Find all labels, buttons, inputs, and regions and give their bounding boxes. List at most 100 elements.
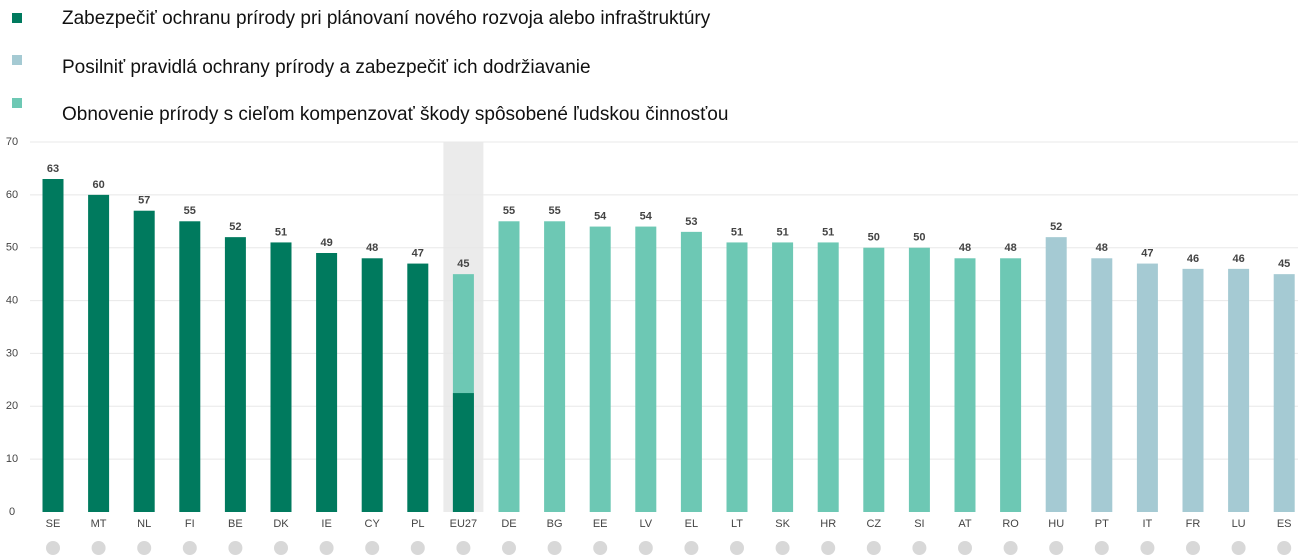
x-tick-label: SE	[46, 518, 61, 530]
legend-entry: Obnovenie prírody s cieľom kompenzovať š…	[62, 104, 729, 125]
flag-icon	[91, 541, 106, 555]
flag-icon	[1186, 541, 1200, 555]
x-tick-label: CY	[365, 518, 381, 530]
data-label: 48	[959, 242, 971, 254]
bar	[635, 226, 657, 513]
bar	[407, 263, 429, 512]
bar	[1228, 268, 1250, 512]
y-tick-label: 50	[6, 242, 18, 254]
bar	[42, 179, 64, 512]
bar	[863, 247, 885, 512]
x-tick-label: LU	[1232, 518, 1246, 530]
data-label: 53	[685, 216, 697, 228]
x-tick-label: AT	[958, 518, 972, 530]
data-label: 52	[229, 221, 241, 233]
data-label: 55	[503, 205, 515, 217]
flag-icon	[821, 541, 836, 555]
data-label: 47	[1141, 247, 1153, 259]
bar	[544, 221, 566, 513]
y-tick-label: 20	[6, 400, 18, 412]
bar	[133, 210, 155, 512]
flag-icon	[1277, 541, 1292, 555]
data-label: 48	[1096, 242, 1108, 254]
x-tick-label: DK	[273, 518, 289, 530]
data-label: 45	[457, 258, 469, 270]
bar	[726, 242, 748, 512]
y-tick-label: 60	[6, 189, 18, 201]
bar-segment	[452, 393, 474, 512]
data-label: 54	[640, 210, 653, 222]
bar	[589, 226, 611, 513]
bar	[1045, 237, 1067, 512]
data-label: 55	[548, 205, 560, 217]
data-label: 46	[1232, 253, 1244, 265]
data-label: 60	[92, 179, 104, 191]
flag-icon	[866, 541, 881, 555]
data-label: 63	[47, 163, 59, 175]
bar	[680, 231, 702, 512]
bar	[270, 242, 292, 512]
x-tick-label: LV	[639, 518, 652, 530]
y-tick-label: 30	[6, 347, 18, 359]
flag-icon	[46, 541, 60, 555]
y-tick-label: 40	[6, 294, 18, 306]
flag-icon	[1003, 541, 1018, 555]
flag-icon	[912, 541, 927, 555]
x-tick-label: DE	[501, 518, 516, 530]
data-label: 46	[1187, 253, 1199, 265]
flag-icon	[182, 541, 197, 555]
bar	[1273, 274, 1295, 512]
legend-entry: Zabezpečiť ochranu prírody pri plánovaní…	[62, 8, 711, 29]
data-label: 51	[776, 226, 788, 238]
flag-icon	[958, 541, 972, 555]
flag-icon	[1094, 541, 1109, 555]
x-tick-label: IE	[321, 518, 331, 530]
flag-icon	[137, 541, 152, 555]
flag-icon	[1231, 541, 1246, 555]
data-label: 45	[1278, 258, 1290, 270]
x-tick-label: BE	[228, 518, 243, 530]
bar	[954, 258, 976, 512]
flag-icon	[1140, 541, 1155, 555]
flag-icon	[274, 541, 288, 555]
data-label: 50	[913, 232, 925, 244]
data-label: 54	[594, 210, 607, 222]
legend-entry: Posilniť pravidlá ochrany prírody a zabe…	[62, 57, 591, 78]
x-tick-label: PT	[1095, 518, 1109, 530]
x-tick-label: EU27	[450, 518, 478, 530]
flag-icon	[684, 541, 699, 555]
flag-icon	[593, 541, 608, 555]
x-tick-label: CZ	[866, 518, 881, 530]
data-label: 51	[731, 226, 743, 238]
bar	[179, 221, 201, 513]
x-tick-label: BG	[547, 518, 563, 530]
data-label: 49	[320, 237, 332, 249]
y-tick-label: 70	[6, 136, 18, 148]
bar	[817, 242, 839, 512]
bar	[224, 237, 246, 512]
bar	[316, 253, 338, 512]
x-tick-label: EE	[593, 518, 608, 530]
bar	[1091, 258, 1113, 512]
x-tick-label: RO	[1002, 518, 1019, 530]
flag-icon	[319, 541, 334, 555]
flag-icon	[547, 541, 562, 555]
data-label: 50	[868, 232, 880, 244]
x-tick-label: FR	[1186, 518, 1201, 530]
data-label: 52	[1050, 221, 1062, 233]
bar	[772, 242, 794, 512]
flag-icon	[638, 541, 653, 555]
x-tick-label: MT	[91, 518, 107, 530]
legend-swatch	[12, 98, 22, 108]
data-label: 48	[1004, 242, 1016, 254]
legend-swatch	[12, 55, 22, 65]
data-label: 51	[822, 226, 834, 238]
x-tick-label: PL	[411, 518, 424, 530]
flag-icon	[456, 541, 471, 555]
data-label: 57	[138, 195, 150, 207]
x-tick-label: SK	[775, 518, 790, 530]
data-label: 48	[366, 242, 378, 254]
x-tick-label: HR	[820, 518, 836, 530]
flag-icon	[730, 541, 744, 555]
